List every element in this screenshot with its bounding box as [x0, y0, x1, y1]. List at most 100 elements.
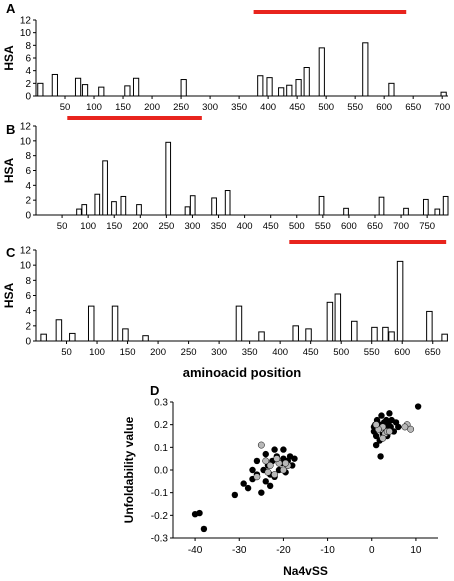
panel-a-bar	[388, 82, 395, 97]
panel-c-bar	[111, 305, 119, 342]
panel-d-point	[271, 446, 278, 453]
panel-d-letter: D	[150, 383, 159, 398]
panel-d-point	[372, 432, 380, 440]
panel-b-bar	[211, 197, 217, 216]
panel-d-point	[273, 455, 281, 463]
panel-c-y-label: HSA	[2, 283, 16, 309]
panel-a-bar	[257, 75, 264, 97]
panel-c-x-tick-label: 50	[61, 347, 72, 358]
panel-b-bar	[318, 195, 325, 216]
panel-b-letter: B	[6, 122, 15, 137]
panel-a-x-tick-label: 200	[144, 102, 160, 113]
panel-a-y-tick-label: 6	[25, 54, 31, 65]
panel-c-bar	[441, 333, 448, 342]
panel-b-x-tick-label: 450	[263, 221, 279, 232]
panel-c-x-tick-label: 250	[181, 347, 197, 358]
panel-d-point	[231, 491, 239, 499]
panel-d-point	[282, 459, 290, 467]
panel-c-bar	[40, 333, 47, 342]
panel-d-point	[291, 455, 298, 462]
panel-d-x-tick-label: -30	[232, 545, 247, 556]
panel-d-point	[372, 421, 380, 429]
panel-c-x-tick-label: 500	[333, 347, 349, 358]
panel-d-point	[414, 403, 422, 410]
panel-d-point	[200, 525, 208, 533]
panel-c-bar	[292, 325, 299, 342]
panel-d-point	[266, 482, 274, 490]
panel-d-x-tick-label: 10	[410, 545, 422, 556]
panel-a-x-tick-label: 300	[202, 102, 218, 113]
panel-b-bar	[120, 195, 127, 216]
panel-a-y-label: HSA	[2, 45, 16, 71]
panel-d-x-tick-label: -10	[320, 545, 335, 556]
panel-b-y-tick-label: 2	[25, 196, 31, 207]
panel-b-bar	[102, 160, 108, 216]
panel-d-point	[262, 478, 269, 485]
panel-a-y-tick-label: 10	[20, 28, 32, 39]
panel-c-x-tick-label: 300	[211, 347, 227, 358]
panel-c-bar	[142, 335, 149, 342]
panel-d-point	[386, 410, 393, 417]
panel-b-y-tick-label: 12	[20, 122, 32, 133]
panel-a-bar	[440, 91, 447, 97]
panel-a-bar	[81, 84, 89, 97]
panel-b-x-tick-label: 50	[57, 221, 68, 232]
panel-b-y-tick-label: 6	[25, 166, 31, 177]
panel-b-bar	[403, 207, 409, 216]
panel-b-x-tick-label: 650	[367, 221, 383, 232]
panel-a-bar	[51, 73, 58, 97]
panel-c-bar	[351, 320, 358, 342]
panel-c-bar	[235, 305, 243, 342]
panel-a-x-tick-label: 150	[115, 102, 131, 113]
panel-a-x-tick-label: 550	[347, 102, 363, 113]
panel-b-x-tick-label: 350	[211, 221, 227, 232]
panel-c-x-tick-label: 150	[120, 347, 136, 358]
panel-a-x-tick-label: 350	[231, 102, 247, 113]
panel-a-bar	[98, 86, 105, 97]
panel-c-bar	[326, 301, 334, 342]
panel-a-bar	[286, 84, 293, 97]
panel-a-bar	[295, 79, 302, 97]
panel-b-x-tick-label: 550	[315, 221, 331, 232]
panel-d-x-label: Na4vSS	[283, 564, 328, 578]
panel-b-bar	[81, 204, 88, 216]
panel-c-y-tick-label: 12	[20, 246, 32, 257]
panel-b-bar	[94, 193, 101, 216]
panel-d-x-tick-label: -20	[276, 545, 291, 556]
panel-a-bar	[74, 77, 82, 97]
panel-c-bar	[87, 305, 95, 342]
panel-a-x-tick-label: 250	[173, 102, 189, 113]
panel-d-point	[279, 466, 287, 474]
panel-c-x-label: aminoacid position	[183, 365, 302, 380]
panel-d-point	[249, 466, 256, 474]
panel-d-point	[240, 480, 247, 487]
panel-a-bar	[278, 87, 285, 97]
panel-c-y-tick-label: 8	[25, 276, 31, 287]
panel-b-x-tick-label: 250	[158, 221, 174, 232]
panel-d-point	[264, 468, 272, 476]
panel-a-y-tick-label: 12	[20, 16, 32, 27]
panel-c-x-tick-label: 100	[89, 347, 105, 358]
panel-d-point	[401, 423, 409, 431]
panel-c-x-tick-label: 400	[272, 347, 288, 358]
panel-d-point	[258, 489, 265, 496]
panel-a-x-tick-label: 500	[318, 102, 334, 113]
panel-d-point	[196, 509, 203, 517]
panel-b-y-tick-label: 4	[25, 181, 31, 192]
panel-b-bar	[343, 207, 349, 216]
panel-b-x-tick-label: 400	[237, 221, 253, 232]
panel-c-bar	[396, 260, 404, 342]
panel-d-point	[262, 457, 270, 465]
panel-d-point	[372, 441, 380, 449]
panel-d-y-label: Unfoldability value	[122, 416, 136, 523]
panel-b-x-tick-label: 150	[106, 221, 122, 232]
panel-a-x-tick-label: 700	[434, 102, 450, 113]
panel-d-y-tick-label: -0.3	[151, 534, 169, 545]
panel-a-x-tick-label: 450	[289, 102, 305, 113]
panel-c-bar	[334, 293, 342, 342]
panel-b-x-tick-label: 750	[419, 221, 435, 232]
panel-a-bar	[37, 82, 44, 97]
panel-c-bar	[69, 332, 76, 342]
panel-d-point	[257, 441, 265, 449]
panel-c-x-tick-label: 450	[303, 347, 319, 358]
